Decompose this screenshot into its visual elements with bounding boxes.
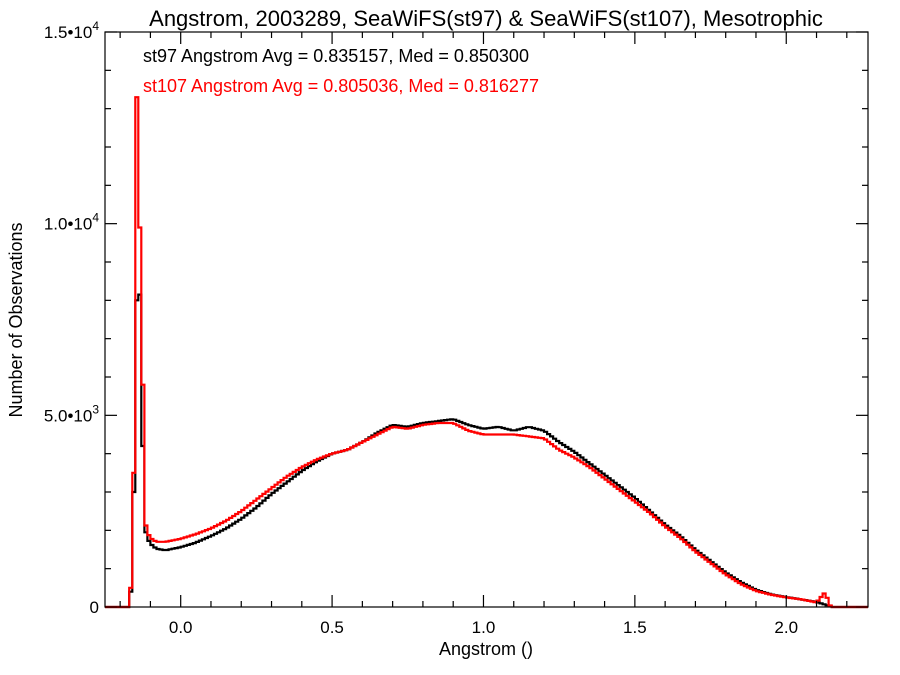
st107-stats-annotation: st107 Angstrom Avg = 0.805036, Med = 0.8… [143,76,539,96]
series-st107-line [105,96,868,609]
x-tick-label: 1.0 [472,618,496,637]
x-tick-label: 1.5 [623,618,647,637]
y-tick-exponent: 4 [92,19,99,33]
x-tick-label: 0.0 [169,618,193,637]
y-tick-exponent: 4 [92,211,99,225]
y-tick-mantissa: 1.5•10 [44,23,93,42]
y-tick-label: 1.5•104 [44,19,100,42]
y-tick-mantissa: 1.0•10 [44,215,93,234]
x-tick-label: 0.5 [320,618,344,637]
y-tick-mantissa: 0 [90,598,99,617]
chart-title: Angstrom, 2003289, SeaWiFS(st97) & SeaWi… [149,6,823,31]
x-axis-label: Angstrom () [439,639,533,659]
y-tick-label: 0 [90,598,99,617]
y-tick-mantissa: 5.0•10 [44,406,93,425]
y-tick-label: 5.0•103 [44,402,100,425]
plot-frame [104,31,869,608]
plot-area [105,96,868,609]
y-axis-label: Number of Observations [6,222,26,417]
y-tick-label: 1.0•104 [44,211,100,234]
st97-stats-annotation: st97 Angstrom Avg = 0.835157, Med = 0.85… [143,46,529,66]
series-st97-line [105,293,868,609]
x-tick-label: 2.0 [774,618,798,637]
y-tick-exponent: 3 [92,402,99,416]
